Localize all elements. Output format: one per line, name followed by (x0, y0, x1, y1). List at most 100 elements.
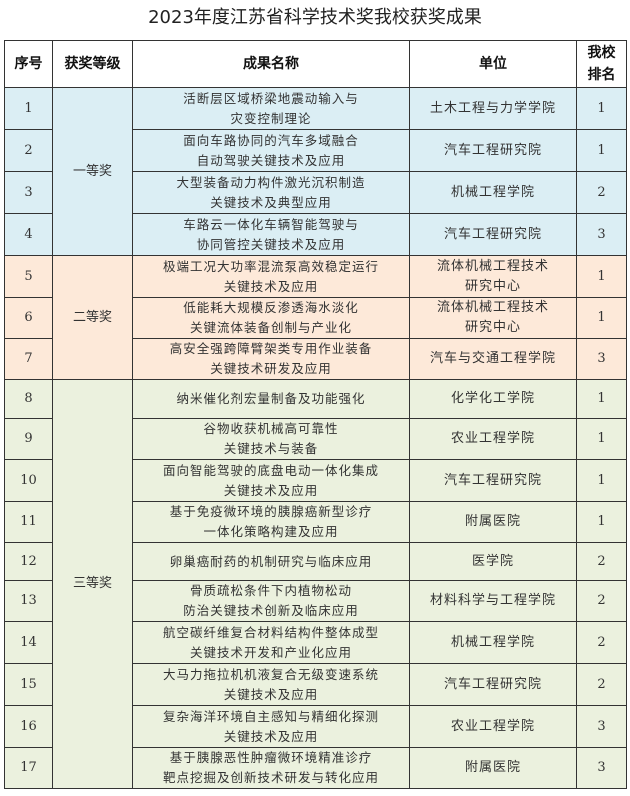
achievement-name-line: 自动驾驶关键技术及应用 (196, 152, 346, 168)
achievement-name: 卵巢癌耐药的机制研究与临床应用 (132, 542, 410, 581)
unit-line: 化学化工学院 (450, 391, 535, 406)
unit-line: 研究中心 (464, 278, 521, 294)
achievement-name-line: 卵巢癌耐药的机制研究与临床应用 (169, 553, 373, 569)
row-no: 3 (4, 171, 53, 214)
achievement-name: 纳米催化剂宏量制备及功能强化 (132, 379, 410, 419)
school-rank: 1 (576, 379, 627, 419)
header-level: 获奖等级 (52, 40, 133, 88)
achievement-name-line: 协同管控关键技术及应用 (196, 236, 346, 252)
unit: 机械工程学院 (409, 621, 577, 664)
achievement-name-line: 基于免疫微环境的胰腺癌新型诊疗 (169, 504, 373, 519)
award-level: 一等奖 (52, 87, 133, 256)
achievement-name-line: 关键技术研发及应用 (210, 361, 332, 376)
achievement-name-line: 关键技术及应用 (223, 728, 319, 744)
achievement-name: 航空碳纤维复合材料结构件整体成型 关键技术开发和产业化应用 (132, 621, 410, 664)
row-no: 9 (4, 418, 53, 460)
unit: 土木工程与力学学院 (409, 87, 577, 130)
achievement-name: 面向车路协同的汽车多域融合 自动驾驶关键技术及应用 (132, 129, 410, 172)
row-no: 5 (4, 255, 53, 298)
achievement-name: 活断层区域桥梁地震动输入与 灾变控制理论 (132, 87, 410, 130)
unit: 汽车工程研究院 (409, 213, 577, 256)
unit-line: 机械工程学院 (450, 634, 535, 650)
row-no: 15 (4, 663, 53, 706)
school-rank: 2 (576, 171, 627, 214)
unit-line: 汽车工程研究院 (443, 676, 542, 692)
unit: 流体机械工程技术 研究中心 (409, 297, 577, 339)
unit: 医学院 (409, 542, 577, 581)
unit-line: 汽车与交通工程学院 (429, 351, 556, 366)
table-row: 1 一等奖 活断层区域桥梁地震动输入与 灾变控制理论 土木工程与力学学院 1 (4, 87, 627, 256)
achievement-name-line: 纳米催化剂宏量制备及功能强化 (176, 391, 366, 406)
achievement-name-line: 低能耗大规模反渗透海水淡化 (183, 300, 359, 315)
unit-line: 汽车工程研究院 (443, 226, 542, 242)
unit-line: 农业工程学院 (450, 718, 535, 734)
unit-line: 材料科学与工程学院 (429, 593, 556, 608)
table-row: 17 基于胰腺恶性肿瘤微环境精准诊疗 靶点挖掘及创新技术研发与转化应用 附属医院 3 (4, 747, 627, 789)
achievement-name: 谷物收获机械高可靠性 关键技术与装备 (132, 418, 410, 460)
achievement-name-line: 一体化策略构建及应用 (203, 524, 339, 539)
achievement-name: 大型装备动力构件激光沉积制造 关键技术及典型应用 (132, 171, 410, 214)
school-rank: 3 (576, 705, 627, 748)
row-no: 11 (4, 501, 53, 543)
table-row: 5 二等奖 极端工况大功率混流泵高效稳定运行 关键技术及应用 流体机械工程技术 研究中心 1 (4, 255, 627, 380)
achievement-name: 基于胰腺恶性肿瘤微环境精准诊疗 靶点挖掘及创新技术研发与转化应用 (132, 747, 410, 789)
school-rank: 1 (576, 501, 627, 543)
achievement-name: 高安全强跨障臂架类专用作业装备 关键技术研发及应用 (132, 338, 410, 380)
achievement-name-line: 骨质疏松条件下内植物松动 (189, 583, 352, 598)
school-rank: 2 (576, 542, 627, 581)
achievement-name-line: 灾变控制理论 (230, 110, 312, 126)
school-rank: 3 (576, 747, 627, 789)
unit-line: 土木工程与力学学院 (429, 100, 556, 116)
unit: 农业工程学院 (409, 418, 577, 460)
unit: 汽车与交通工程学院 (409, 338, 577, 380)
row-no: 2 (4, 129, 53, 172)
achievement-name-line: 谷物收获机械高可靠性 (203, 421, 339, 436)
row-no: 4 (4, 213, 53, 256)
achievement-name-line: 防治关键技术创新及临床应用 (183, 603, 359, 618)
achievement-name-line: 面向车路协同的汽车多域融合 (183, 132, 359, 148)
school-rank: 1 (576, 418, 627, 460)
table-row: 8 三等奖 纳米催化剂宏量制备及功能强化 化学化工学院 1 (4, 379, 627, 789)
achievement-name-line: 车路云一体化车辆智能驾驶与 (183, 216, 359, 232)
achievement-name-line: 大马力拖拉机机液复合无级变速系统 (162, 666, 379, 682)
row-no: 16 (4, 705, 53, 748)
school-rank: 3 (576, 213, 627, 256)
achievement-name: 极端工况大功率混流泵高效稳定运行 关键技术及应用 (132, 255, 410, 298)
unit-line: 附属医院 (464, 514, 521, 529)
school-rank: 1 (576, 87, 627, 130)
unit-line: 附属医院 (464, 760, 521, 775)
unit-line: 流体机械工程技术 (436, 258, 549, 274)
unit: 汽车工程研究院 (409, 663, 577, 706)
school-rank: 1 (576, 297, 627, 339)
achievement-name: 骨质疏松条件下内植物松动 防治关键技术创新及临床应用 (132, 580, 410, 622)
header-rank: 我校 排名 (576, 40, 627, 88)
unit: 附属医院 (409, 501, 577, 543)
row-no: 14 (4, 621, 53, 664)
achievement-name: 面向智能驾驶的底盘电动一体化集成 关键技术及应用 (132, 459, 410, 502)
school-rank: 2 (576, 580, 627, 622)
unit-line: 农业工程学院 (450, 431, 535, 446)
unit: 汽车工程研究院 (409, 459, 577, 502)
achievement-name-line: 关键技术及应用 (223, 278, 319, 294)
achievement-name-line: 大型装备动力构件激光沉积制造 (176, 174, 366, 190)
school-rank: 3 (576, 338, 627, 380)
achievement-name: 基于免疫微环境的胰腺癌新型诊疗 一体化策略构建及应用 (132, 501, 410, 543)
header-name: 成果名称 (132, 40, 410, 88)
achievement-name-line: 关键技术及典型应用 (210, 194, 332, 210)
unit-line: 医学院 (471, 553, 514, 569)
achievement-name-line: 关键技术及应用 (223, 686, 319, 702)
unit: 化学化工学院 (409, 379, 577, 419)
achievement-name-line: 关键流体装备创制与产业化 (189, 320, 352, 335)
header-no: 序号 (4, 40, 53, 88)
school-rank: 1 (576, 459, 627, 502)
row-no: 8 (4, 379, 53, 419)
unit: 材料科学与工程学院 (409, 580, 577, 622)
unit: 农业工程学院 (409, 705, 577, 748)
achievement-name: 车路云一体化车辆智能驾驶与 协同管控关键技术及应用 (132, 213, 410, 256)
page-title: 2023年度江苏省科学技术奖我校获奖成果 (148, 7, 482, 28)
unit-line: 汽车工程研究院 (443, 472, 542, 488)
unit: 汽车工程研究院 (409, 129, 577, 172)
unit-line: 汽车工程研究院 (443, 142, 542, 158)
award-level: 二等奖 (52, 255, 133, 380)
unit: 附属医院 (409, 747, 577, 789)
